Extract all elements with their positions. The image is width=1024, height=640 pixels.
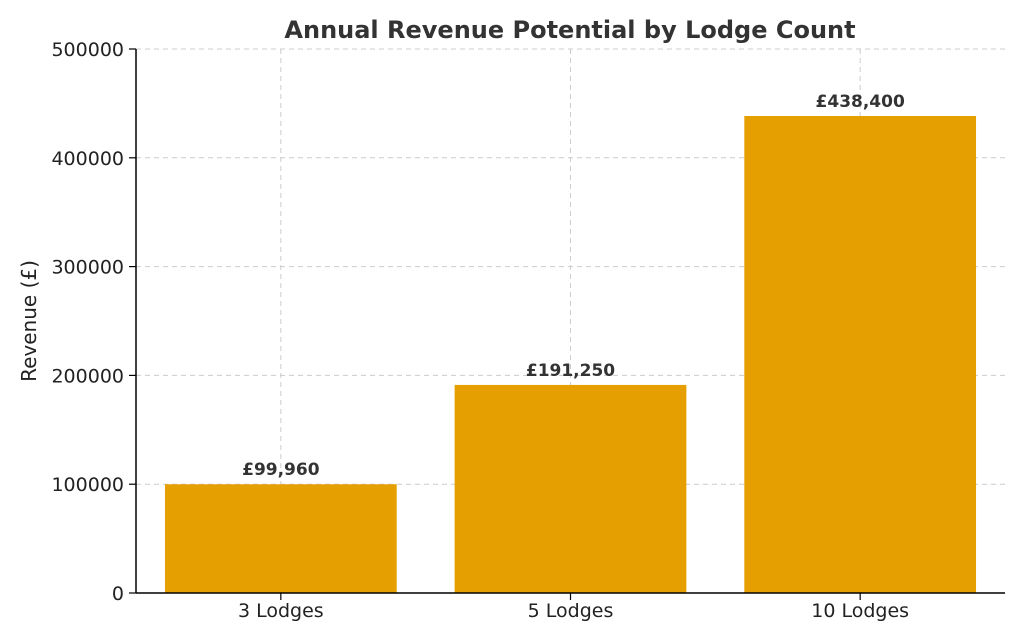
x-tick-label: 10 Lodges (811, 600, 909, 622)
y-tick-label: 100000 (51, 474, 124, 496)
bar-value-label: £191,250 (526, 361, 615, 381)
x-tick-label: 3 Lodges (238, 600, 324, 622)
y-tick-label: 500000 (51, 39, 124, 61)
bar-value-label: £99,960 (242, 460, 320, 480)
bar-value-label: £438,400 (816, 92, 905, 112)
y-tick-label: 300000 (51, 257, 124, 279)
chart-title: Annual Revenue Potential by Lodge Count (284, 16, 855, 44)
y-tick-label: 0 (112, 583, 124, 605)
labels-layer: 0 100000 200000 300000 400000 500000 3 Lodges £… (51, 39, 909, 622)
y-tick-label: 400000 (51, 148, 124, 170)
bars-layer (164, 116, 977, 593)
y-axis-label: Revenue (£) (17, 260, 41, 382)
bar-1 (164, 484, 397, 593)
x-tick-label: 5 Lodges (528, 600, 614, 622)
bar-3 (744, 116, 977, 593)
axes-layer (129, 48, 1005, 600)
bar-2 (454, 384, 687, 593)
y-tick-label: 200000 (51, 365, 124, 387)
